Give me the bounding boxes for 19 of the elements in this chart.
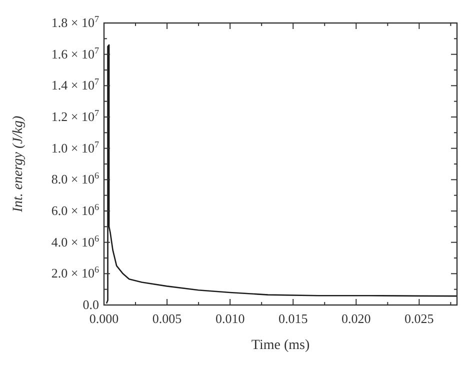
x-tick-label: 0.000	[89, 311, 119, 326]
y-tick-label: 1.6 × 10$^{7}$	[51, 45, 100, 62]
y-tick-label: 8.0 × 10$^{6}$	[51, 170, 100, 187]
x-tick-label: 0.015	[278, 311, 308, 326]
line-series	[106, 44, 458, 304]
y-tick-label: 1.4 × 10$^{7}$	[51, 76, 100, 93]
x-tick-label: 0.010	[215, 311, 245, 326]
y-tick-label: 6.0 × 10$^{6}$	[51, 202, 100, 218]
y-tick-label: 1.2 × 10$^{7}$	[51, 108, 100, 124]
y-tick-label: 0.0	[82, 297, 99, 312]
x-tick-label: 0.025	[404, 311, 434, 326]
y-tick-label: 2.0 × 10$^{6}$	[51, 264, 100, 281]
x-axis-title: Time (ms)	[251, 338, 310, 353]
y-tick-label: 1.8 × 10$^{7}$	[51, 14, 100, 30]
y-tick-label: 4.0 × 10$^{6}$	[51, 233, 100, 250]
y-axis-title: Int. energy (J/kg)	[11, 116, 26, 214]
x-tick-label: 0.020	[342, 311, 371, 326]
y-tick-label: 1.0 × 10$^{7}$	[51, 139, 100, 156]
x-tick-label: 0.005	[152, 311, 182, 326]
